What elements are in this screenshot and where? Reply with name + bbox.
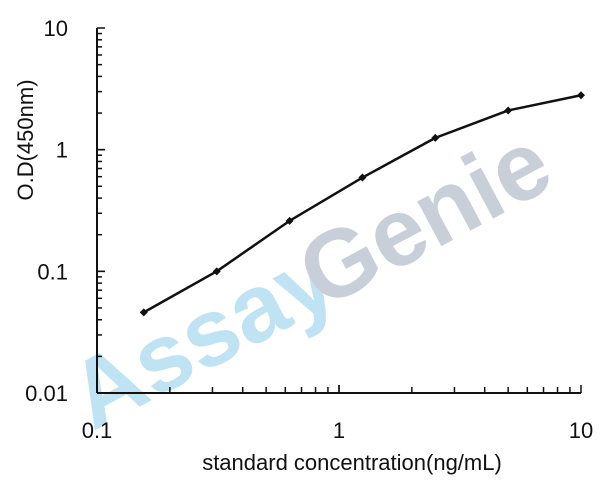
y-axis-title: O.D(450nm) [13,79,38,200]
data-markers [139,91,585,317]
y-ticks [97,27,105,394]
y-tick-label: 0.01 [25,381,68,406]
y-tick-label: 1 [56,138,68,163]
y-tick-labels: 0.01 0.1 1 10 [25,16,68,406]
x-tick-label: 10 [569,418,593,443]
data-point-marker [431,133,440,142]
y-tick-label: 0.1 [37,259,68,284]
data-point-marker [577,91,585,100]
x-axis-title: standard concentration(ng/mL) [202,450,502,475]
x-tick-labels: 0.1 1 10 [82,418,594,443]
watermark: Assay Genie [52,108,567,450]
data-point-marker [358,173,367,182]
data-point-marker [285,216,294,225]
data-point-marker [504,106,513,115]
data-point-marker [139,308,148,317]
x-tick-label: 0.1 [82,418,113,443]
y-tick-label: 10 [44,16,68,41]
data-point-marker [212,267,221,276]
watermark-genie: Genie [282,108,568,328]
x-ticks [96,385,582,393]
x-tick-label: 1 [333,418,345,443]
